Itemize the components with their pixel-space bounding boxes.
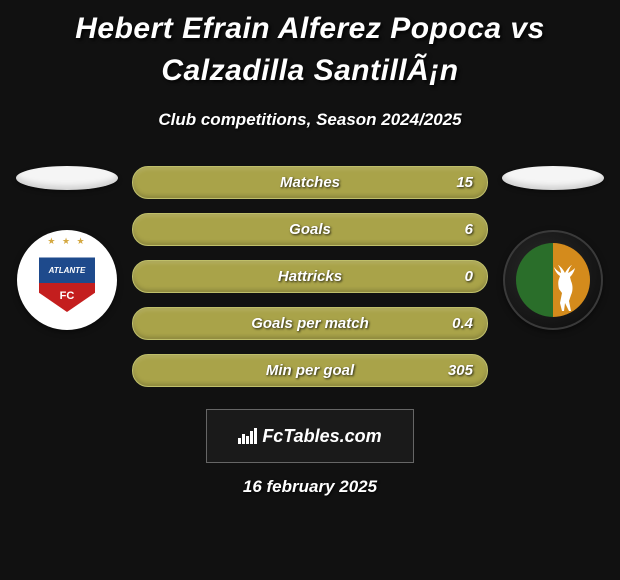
left-club-stars: ★ ★ ★ [39, 236, 95, 247]
fctables-text: FcTables.com [262, 426, 381, 447]
stat-bar-hattricks: Hattricks 0 [132, 260, 488, 293]
stat-label: Goals [289, 221, 331, 238]
stat-value: 15 [456, 174, 473, 191]
left-player-oval [16, 166, 118, 190]
main-row: ★ ★ ★ ATLANTE FC Matches 15 Goals 6 Hatt… [0, 166, 620, 387]
left-club-name: ATLANTE [39, 266, 95, 275]
stat-value: 6 [465, 221, 473, 238]
deer-icon [548, 265, 582, 311]
comparison-title: Hebert Efrain Alferez Popoca vs Calzadil… [0, 8, 620, 92]
stat-bar-min-per-goal: Min per goal 305 [132, 354, 488, 387]
bar-chart-icon [238, 428, 258, 444]
stat-value: 305 [448, 362, 473, 379]
infographic-container: Hebert Efrain Alferez Popoca vs Calzadil… [0, 0, 620, 580]
stat-bar-goals-per-match: Goals per match 0.4 [132, 307, 488, 340]
stat-label: Goals per match [251, 315, 369, 332]
stat-value: 0 [465, 268, 473, 285]
stat-label: Hattricks [278, 268, 342, 285]
stat-value: 0.4 [452, 315, 473, 332]
date-text: 16 february 2025 [243, 477, 377, 497]
stats-column: Matches 15 Goals 6 Hattricks 0 Goals per… [132, 166, 488, 387]
right-player-oval [502, 166, 604, 190]
left-club-shield: ★ ★ ★ ATLANTE FC [39, 248, 95, 312]
right-club-circle [516, 243, 590, 317]
right-player-column [498, 166, 608, 330]
stat-label: Min per goal [266, 362, 354, 379]
left-club-badge: ★ ★ ★ ATLANTE FC [17, 230, 117, 330]
right-club-badge [503, 230, 603, 330]
left-player-column: ★ ★ ★ ATLANTE FC [12, 166, 122, 330]
stat-bar-goals: Goals 6 [132, 213, 488, 246]
stat-label: Matches [280, 174, 340, 191]
left-club-fc: FC [39, 290, 95, 302]
stat-bar-matches: Matches 15 [132, 166, 488, 199]
fctables-attribution: FcTables.com [206, 409, 414, 463]
left-shield-shape [39, 248, 95, 312]
season-subtitle: Club competitions, Season 2024/2025 [158, 110, 461, 130]
